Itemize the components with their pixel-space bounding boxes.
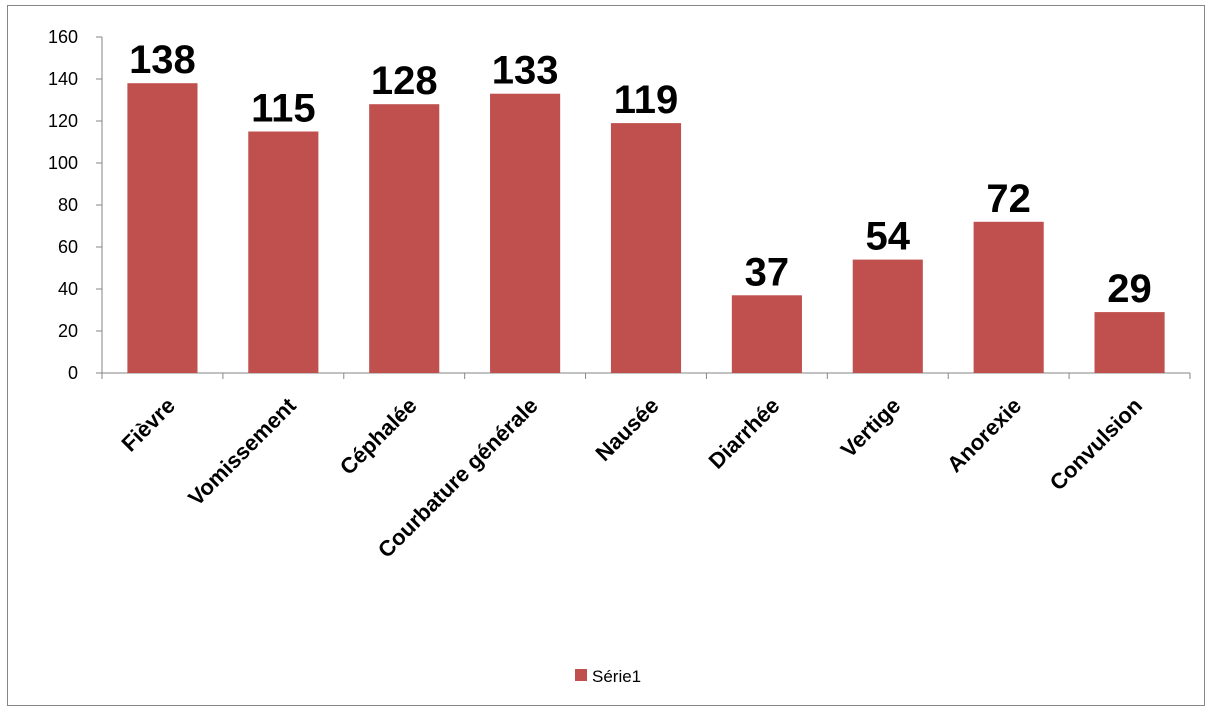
bar <box>852 259 923 373</box>
x-tick-label: Convulsion <box>1045 393 1147 495</box>
bar <box>248 131 319 373</box>
data-label: 29 <box>1107 267 1152 311</box>
data-label: 54 <box>866 215 911 259</box>
data-label: 72 <box>986 177 1031 221</box>
x-tick-label: Diarrhée <box>704 393 785 474</box>
data-label: 133 <box>492 49 559 93</box>
y-tick-label: 40 <box>58 279 78 299</box>
bar <box>369 104 440 373</box>
data-label: 37 <box>745 250 790 294</box>
x-axis <box>101 372 1191 379</box>
x-tick-label: Vomissement <box>183 392 301 510</box>
y-tick-label: 20 <box>58 321 78 341</box>
y-tick-label: 120 <box>48 111 78 131</box>
bars-group <box>127 83 1165 373</box>
legend-swatch <box>575 669 587 681</box>
data-label: 138 <box>129 38 196 82</box>
y-tick-label: 0 <box>68 363 78 383</box>
y-tick-label: 60 <box>58 237 78 257</box>
bar <box>127 83 198 373</box>
bar <box>973 221 1044 373</box>
x-tick-label: Vertige <box>836 393 906 463</box>
data-label: 119 <box>614 78 679 122</box>
y-axis: 0 20 40 60 80 100 120 140 160 <box>48 27 103 383</box>
data-labels-group: 138 115 128 133 119 37 54 72 29 <box>129 38 1152 311</box>
bar <box>610 123 682 373</box>
x-tick-label: Céphalée <box>335 393 422 480</box>
bar <box>731 295 802 373</box>
bar <box>1094 312 1165 373</box>
y-tick-label: 80 <box>58 195 78 215</box>
y-tick-label: 100 <box>48 153 78 173</box>
legend: Série1 <box>575 667 641 686</box>
x-tick-label: Fièvre <box>116 393 180 457</box>
y-tick-label: 140 <box>48 69 78 89</box>
data-label: 128 <box>371 59 438 103</box>
x-tick-label: Nausée <box>591 393 664 466</box>
y-tick-label: 160 <box>48 27 78 47</box>
x-tick-label: Anorexie <box>942 393 1026 477</box>
data-label: 115 <box>251 87 316 131</box>
legend-label: Série1 <box>592 667 641 686</box>
bar <box>490 93 561 373</box>
